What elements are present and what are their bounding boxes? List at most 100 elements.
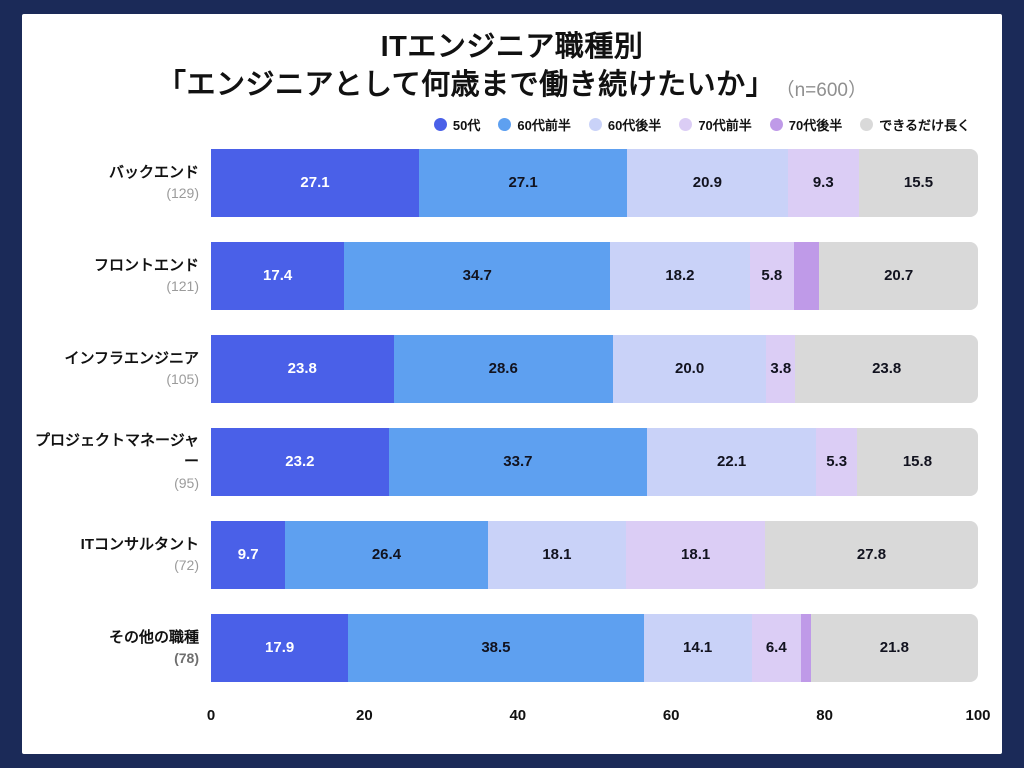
bar-segment: 23.8 — [795, 334, 978, 403]
stacked-bar: 23.2 33.7 22.1 5.3 15.8 — [211, 427, 978, 496]
x-axis-tick: 60 — [662, 706, 680, 724]
bar-segment: 3.8 — [766, 334, 796, 403]
segment-value-label: 20.9 — [692, 174, 722, 192]
segment-value-label: 27.1 — [300, 174, 330, 192]
bar-segment: 27.8 — [764, 520, 978, 589]
chart-title-line2-text: 「エンジニアとして何歳まで働き続けたいか」 — [157, 69, 776, 102]
bar-segment: 9.3 — [787, 148, 859, 217]
x-axis-tick: 20 — [356, 706, 373, 724]
bar-segment: 14.1 — [643, 613, 752, 682]
segment-value-label: 33.7 — [503, 453, 533, 471]
bar-segment: 22.1 — [646, 427, 817, 496]
chart-area: バックエンド (129) 27.1 27.1 20.9 9.3 15.5 フロントエンド (12… — [22, 148, 1002, 682]
segment-value-label: 23.8 — [872, 360, 902, 378]
segment-value-label: 3.8 — [770, 360, 792, 378]
chart-title-line1: ITエンジニア職種別 — [380, 31, 644, 63]
row-category: ITコンサルタント — [80, 535, 199, 553]
row-category: バックエンド — [108, 163, 199, 181]
bar-segment: 9.7 — [211, 520, 286, 589]
bar-segment: 20.0 — [612, 334, 767, 403]
legend-item-label: 60代前半 — [517, 118, 571, 134]
bar-segment: 23.8 — [211, 334, 394, 403]
row-label: その他の職種 (78) — [22, 627, 211, 669]
segment-value-label: 27.8 — [856, 546, 887, 564]
row-count: (72) — [174, 557, 199, 574]
legend-dot-icon — [498, 118, 512, 132]
legend-item-label: 70代後半 — [788, 118, 843, 134]
row-count: (78) — [174, 650, 199, 667]
chart-row: インフラエンジニア (105) 23.8 28.6 20.0 3.8 23.8 — [22, 334, 1002, 403]
segment-value-label: 9.7 — [237, 546, 259, 564]
bar-segment: 18.2 — [610, 241, 750, 310]
segment-value-label: 17.9 — [265, 639, 295, 657]
x-axis-tick: 0 — [206, 706, 216, 724]
segment-value-label: 18.2 — [665, 267, 695, 285]
row-count: (105) — [166, 371, 199, 388]
segment-value-label: 27.1 — [508, 174, 538, 192]
row-count: (95) — [174, 475, 199, 492]
legend-item: 70代後半 — [769, 115, 843, 134]
row-count: (121) — [166, 278, 199, 295]
segment-value-label: 5.8 — [761, 267, 783, 285]
segment-value-label: 21.8 — [879, 639, 909, 657]
legend-item-label: 50代 — [452, 118, 481, 134]
legend-item: 60代前半 — [498, 115, 571, 134]
legend: 50代 60代前半 60代後半 70代前半 70代後半 できるだけ長く — [22, 115, 970, 135]
row-category: その他の職種 — [108, 628, 199, 646]
legend-item: 60代後半 — [588, 115, 662, 134]
row-category: フロントエンド — [93, 256, 199, 274]
segment-value-label: 18.1 — [542, 546, 572, 564]
bar-segment: 38.5 — [348, 613, 644, 682]
bar-segment: 18.1 — [626, 520, 765, 589]
bar-segment: 28.6 — [393, 334, 613, 403]
chart-row: バックエンド (129) 27.1 27.1 20.9 9.3 15.5 — [22, 148, 1002, 217]
row-label: フロントエンド (121) — [22, 255, 211, 297]
segment-value-label: 23.8 — [287, 360, 317, 378]
x-axis-tick: 40 — [509, 706, 527, 724]
segment-value-label: 22.1 — [717, 453, 747, 471]
segment-value-label: 9.3 — [812, 174, 834, 192]
bar-segment: 17.4 — [211, 241, 345, 310]
stacked-bar: 17.4 34.7 18.2 5.8 20.7 — [211, 241, 978, 310]
bar-segment: 15.5 — [858, 148, 978, 217]
x-axis: 0 20 40 60 80 100 — [207, 706, 991, 729]
bar-segment: 27.1 — [211, 148, 420, 217]
segment-value-label: 17.4 — [263, 267, 293, 285]
row-label: ITコンサルタント (72) — [22, 534, 211, 576]
bar-segment: 5.8 — [749, 241, 795, 310]
bar-segment: 20.7 — [819, 241, 978, 310]
bar-segment: 17.9 — [211, 613, 349, 682]
segment-value-label: 34.7 — [462, 267, 492, 285]
x-axis-tick: 100 — [965, 706, 991, 724]
segment-value-label: 38.5 — [481, 639, 511, 657]
chart-row: ITコンサルタント (72) 9.7 26.4 18.1 18.1 27.8 — [22, 520, 1002, 589]
bar-segment: 26.4 — [285, 520, 488, 589]
bar-segment: 34.7 — [344, 241, 611, 310]
row-label: インフラエンジニア (105) — [22, 348, 211, 390]
bar-segment: 15.8 — [856, 427, 978, 496]
chart-row: プロジェクトマネージャー (95) 23.2 33.7 22.1 5.3 15.8 — [22, 427, 1002, 496]
row-category: プロジェクトマネージャー — [35, 431, 199, 471]
segment-value-label: 28.6 — [488, 360, 518, 378]
bar-segment: 21.8 — [810, 613, 978, 682]
bar-segment: 23.2 — [211, 427, 389, 496]
stacked-bar: 23.8 28.6 20.0 3.8 23.8 — [211, 334, 978, 403]
chart-header: ITエンジニア職種別 「エンジニアとして何歳まで働き続けたいか」 （n=600） — [22, 14, 1002, 105]
legend-dot-icon — [433, 118, 447, 132]
bar-segment — [800, 613, 811, 682]
legend-item-label: できるだけ長く — [879, 118, 970, 134]
legend-item: 70代前半 — [679, 115, 752, 134]
legend-dot-icon — [769, 118, 783, 132]
stacked-bar: 17.9 38.5 14.1 6.4 21.8 — [211, 613, 978, 682]
segment-value-label: 18.1 — [681, 546, 711, 564]
segment-value-label: 15.5 — [903, 174, 934, 192]
legend-item-label: 60代後半 — [607, 118, 662, 134]
legend-item-label: 70代前半 — [698, 118, 752, 134]
chart-card: ITエンジニア職種別 「エンジニアとして何歳まで働き続けたいか」 （n=600） … — [22, 14, 1002, 754]
bar-segment — [794, 241, 820, 310]
legend-dot-icon — [860, 118, 874, 132]
segment-value-label: 6.4 — [765, 639, 787, 657]
chart-title-line2: 「エンジニアとして何歳まで働き続けたいか」 （n=600） — [22, 66, 1002, 104]
segment-value-label: 23.2 — [285, 453, 315, 471]
